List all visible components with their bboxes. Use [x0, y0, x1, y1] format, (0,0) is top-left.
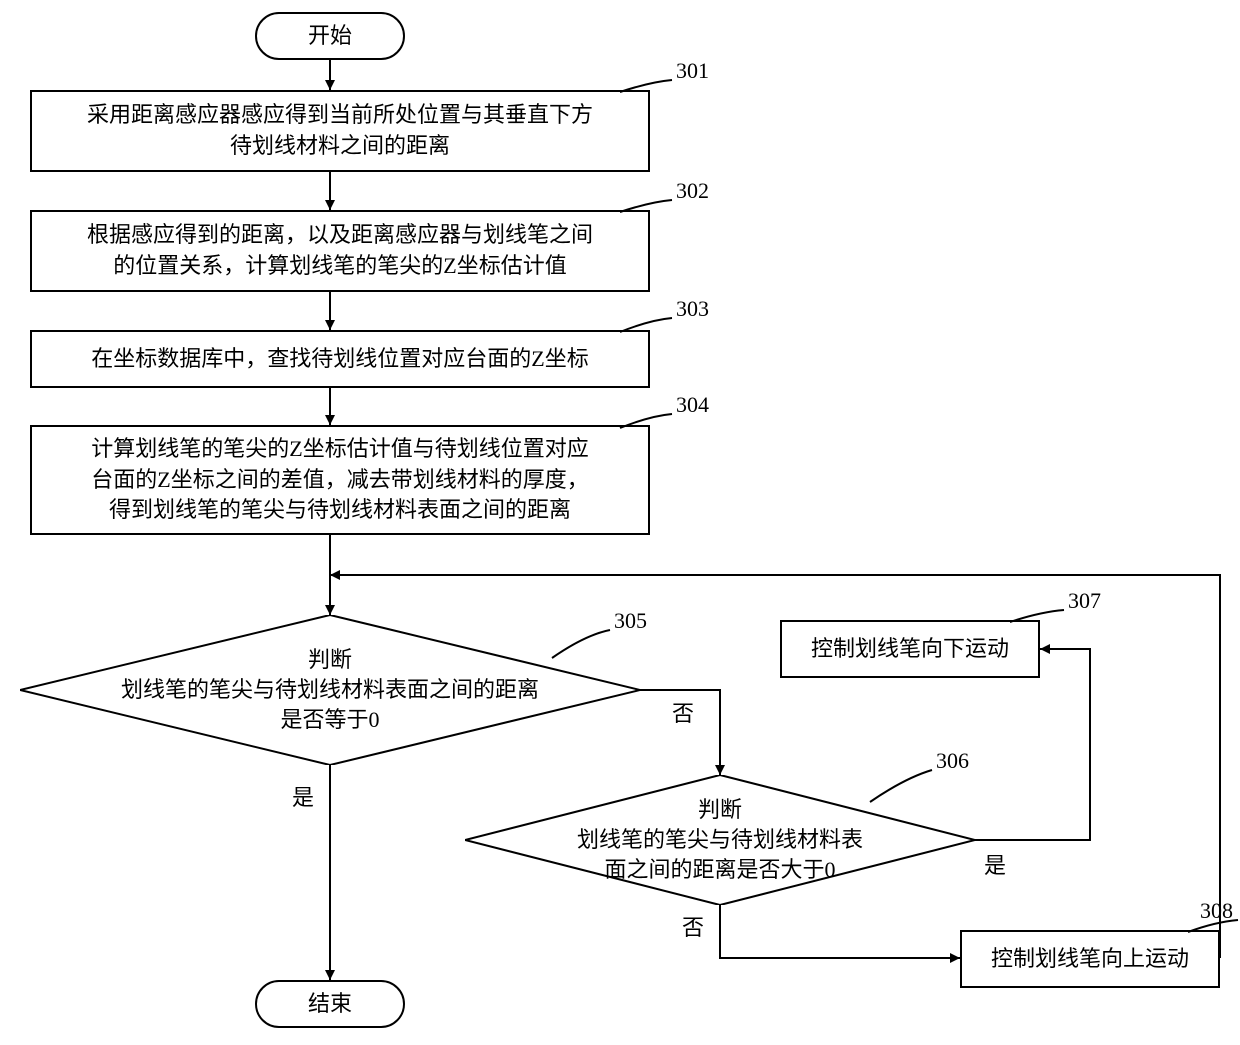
ref-302: 302 [676, 178, 709, 204]
process-307: 控制划线笔向下运动 [780, 620, 1040, 678]
end-terminal: 结束 [255, 980, 405, 1028]
edge-305-yes: 是 [292, 780, 314, 812]
end-label: 结束 [308, 989, 352, 1020]
ref-306: 306 [936, 748, 969, 774]
decision-306: 判断 划线笔的笔尖与待划线材料表 面之间的距离是否大于0 [465, 775, 975, 905]
start-terminal: 开始 [255, 12, 405, 60]
edge-306-no: 否 [682, 910, 704, 942]
decision-305-text: 判断 划线笔的笔尖与待划线材料表面之间的距离 是否等于0 [121, 645, 539, 734]
ref-307: 307 [1068, 588, 1101, 614]
ref-308: 308 [1200, 898, 1233, 924]
decision-305: 判断 划线笔的笔尖与待划线材料表面之间的距离 是否等于0 [20, 615, 640, 765]
decision-306-text: 判断 划线笔的笔尖与待划线材料表 面之间的距离是否大于0 [577, 795, 863, 884]
process-301: 采用距离感应器感应得到当前所处位置与其垂直下方 待划线材料之间的距离 [30, 90, 650, 172]
process-303: 在坐标数据库中，查找待划线位置对应台面的Z坐标 [30, 330, 650, 388]
process-304-text: 计算划线笔的笔尖的Z坐标估计值与待划线位置对应 台面的Z坐标之间的差值，减去带划… [91, 434, 588, 526]
ref-305: 305 [614, 608, 647, 634]
process-303-text: 在坐标数据库中，查找待划线位置对应台面的Z坐标 [91, 344, 588, 375]
edge-305-no: 否 [672, 696, 694, 728]
ref-304: 304 [676, 392, 709, 418]
start-label: 开始 [308, 21, 352, 52]
process-307-text: 控制划线笔向下运动 [811, 634, 1009, 665]
edge-306-yes: 是 [984, 848, 1006, 880]
process-302-text: 根据感应得到的距离，以及距离感应器与划线笔之间 的位置关系，计算划线笔的笔尖的Z… [87, 220, 593, 282]
process-308-text: 控制划线笔向上运动 [991, 944, 1189, 975]
ref-303: 303 [676, 296, 709, 322]
process-301-text: 采用距离感应器感应得到当前所处位置与其垂直下方 待划线材料之间的距离 [87, 100, 593, 162]
process-302: 根据感应得到的距离，以及距离感应器与划线笔之间 的位置关系，计算划线笔的笔尖的Z… [30, 210, 650, 292]
ref-301: 301 [676, 58, 709, 84]
process-308: 控制划线笔向上运动 [960, 930, 1220, 988]
process-304: 计算划线笔的笔尖的Z坐标估计值与待划线位置对应 台面的Z坐标之间的差值，减去带划… [30, 425, 650, 535]
